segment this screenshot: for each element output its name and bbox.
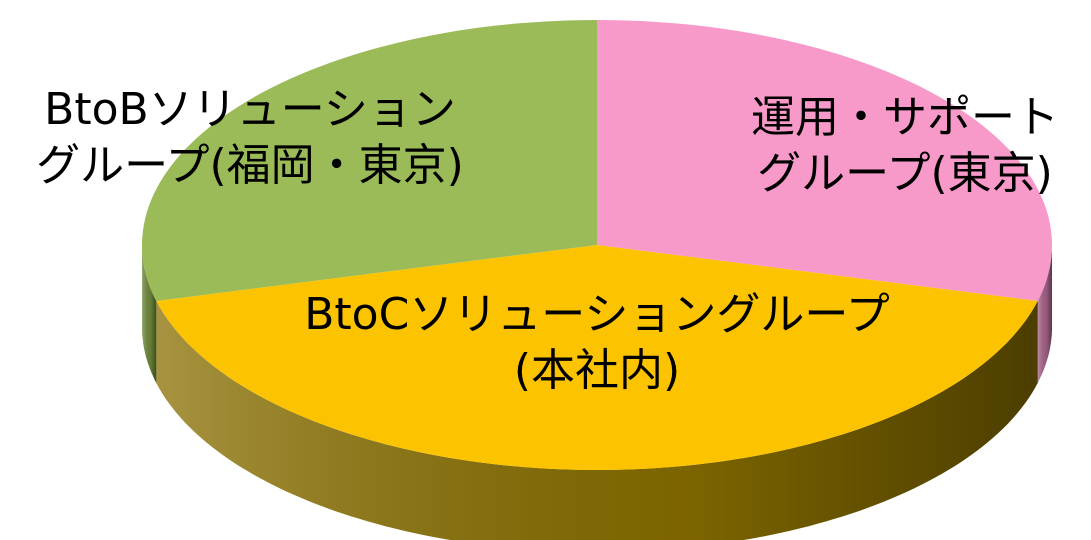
slice-label: BtoBソリューショングループ(福岡・東京) xyxy=(36,84,464,191)
label-line: 運用・サポート xyxy=(751,92,1059,143)
slice xyxy=(141,20,597,301)
slice-label: BtoCソリューショングループ(本社内) xyxy=(304,289,890,396)
side-shade xyxy=(156,301,1038,540)
slice xyxy=(156,245,1038,471)
label-line: グループ(福岡・東京) xyxy=(36,140,464,191)
slice-label: 運用・サポートグループ(東京) xyxy=(751,92,1059,199)
label-line: BtoBソリューション xyxy=(44,84,456,135)
side-shade xyxy=(142,246,157,383)
label-line: グループ(東京) xyxy=(757,148,1053,199)
label-line: BtoCソリューショングループ xyxy=(304,289,890,340)
label-line: (本社内) xyxy=(514,345,680,396)
side-shade xyxy=(1037,246,1052,383)
slice xyxy=(597,20,1052,301)
